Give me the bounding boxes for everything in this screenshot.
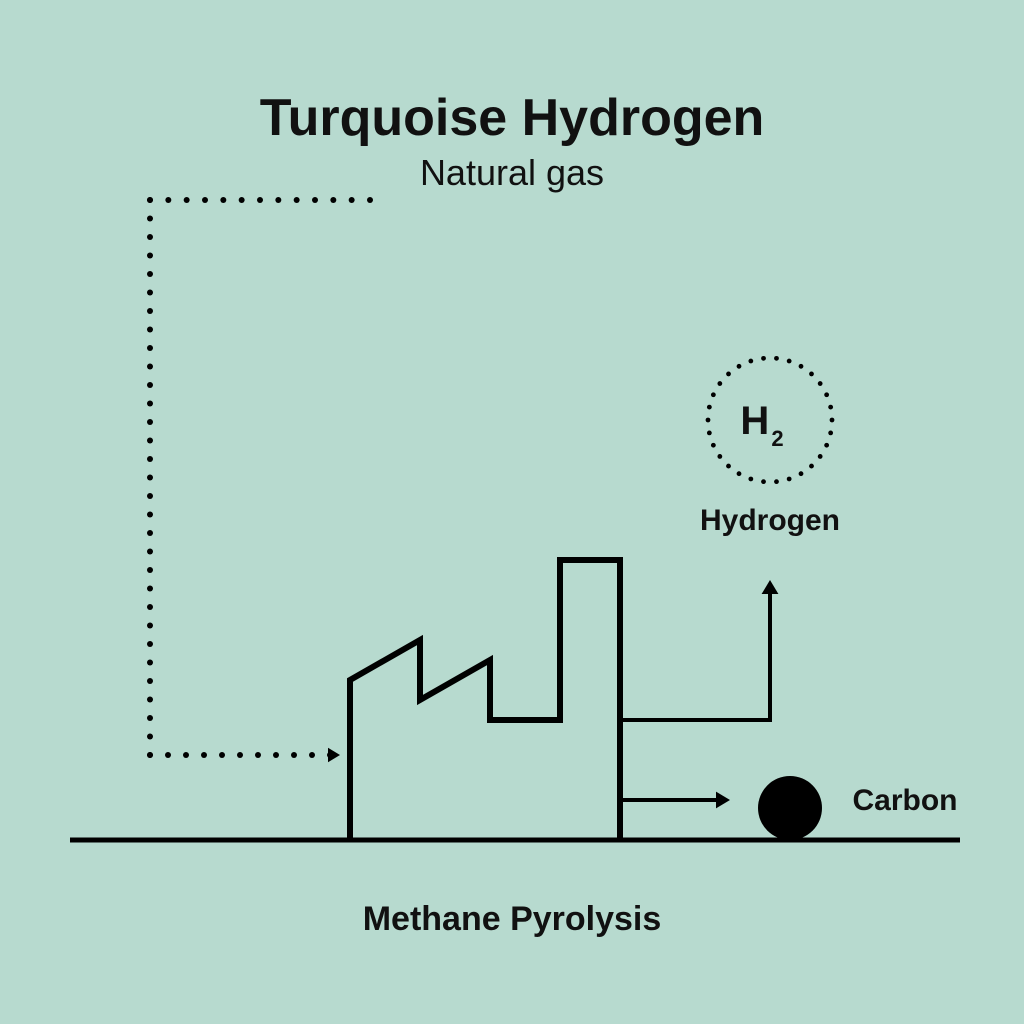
h2-main: H [740,399,769,443]
carbon-ball-icon [758,776,822,840]
caption-text: Methane Pyrolysis [363,900,662,938]
subtitle-text: Natural gas [420,152,604,193]
hydrogen-label: Hydrogen [700,504,840,537]
diagram-svg: H2 Turquoise Hydrogen Natural gas Hydrogen C… [0,0,1024,1024]
carbon-label: Carbon [853,784,958,817]
diagram-stage: H2 Turquoise Hydrogen Natural gas Hydrogen C… [0,0,1024,1024]
h2-sub: 2 [771,426,783,451]
title-text: Turquoise Hydrogen [260,89,765,147]
